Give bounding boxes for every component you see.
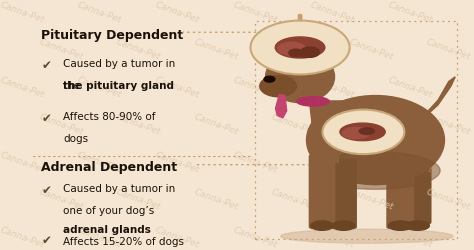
Text: Canna-Pet: Canna-Pet (387, 224, 433, 248)
Text: Canna-Pet: Canna-Pet (426, 37, 472, 62)
Text: Canna-Pet: Canna-Pet (231, 224, 278, 248)
Text: Canna-Pet: Canna-Pet (348, 37, 394, 62)
Text: Canna-Pet: Canna-Pet (115, 37, 162, 62)
Text: Affects 80-90% of: Affects 80-90% of (63, 111, 155, 121)
FancyBboxPatch shape (330, 159, 357, 229)
Polygon shape (274, 50, 304, 101)
Text: Canna-Pet: Canna-Pet (348, 187, 394, 211)
Text: one of your dog’s: one of your dog’s (63, 205, 154, 215)
Text: Canna-Pet: Canna-Pet (193, 37, 239, 62)
Text: the pituitary gland: the pituitary gland (63, 81, 174, 91)
FancyBboxPatch shape (309, 154, 336, 229)
FancyBboxPatch shape (386, 154, 414, 229)
Text: Canna-Pet: Canna-Pet (309, 150, 356, 174)
Ellipse shape (307, 96, 445, 185)
Ellipse shape (340, 124, 385, 141)
Text: Canna-Pet: Canna-Pet (270, 187, 317, 211)
Ellipse shape (406, 221, 429, 230)
Polygon shape (425, 78, 455, 117)
Text: dogs: dogs (63, 134, 88, 143)
Text: Canna-Pet: Canna-Pet (387, 0, 433, 24)
Circle shape (250, 22, 350, 75)
Text: Canna-Pet: Canna-Pet (348, 112, 394, 136)
Ellipse shape (388, 221, 412, 230)
Text: Canna-Pet: Canna-Pet (231, 0, 278, 24)
Polygon shape (275, 95, 287, 118)
Circle shape (298, 16, 302, 17)
Circle shape (289, 50, 302, 58)
FancyBboxPatch shape (403, 154, 431, 224)
Text: Pituitary Dependent: Pituitary Dependent (41, 28, 184, 42)
Text: the: the (63, 81, 83, 91)
Text: Canna-Pet: Canna-Pet (387, 150, 433, 174)
Ellipse shape (277, 43, 305, 56)
Ellipse shape (332, 221, 355, 230)
Text: Canna-Pet: Canna-Pet (426, 187, 472, 211)
Text: ✔: ✔ (41, 184, 51, 197)
Ellipse shape (264, 77, 275, 83)
Text: adrenal glands: adrenal glands (63, 224, 151, 234)
Text: Canna-Pet: Canna-Pet (0, 224, 46, 248)
Ellipse shape (342, 128, 370, 139)
Text: Canna-Pet: Canna-Pet (76, 224, 123, 248)
Text: Canna-Pet: Canna-Pet (387, 75, 433, 99)
Text: Canna-Pet: Canna-Pet (231, 150, 278, 174)
Polygon shape (309, 101, 346, 164)
Text: Canna-Pet: Canna-Pet (0, 150, 46, 174)
Text: Canna-Pet: Canna-Pet (309, 0, 356, 24)
Text: Canna-Pet: Canna-Pet (193, 187, 239, 211)
Ellipse shape (265, 52, 335, 103)
Circle shape (298, 19, 302, 20)
Ellipse shape (359, 128, 374, 135)
Text: Canna-Pet: Canna-Pet (309, 75, 356, 99)
Text: Canna-Pet: Canna-Pet (0, 75, 46, 99)
Text: Canna-Pet: Canna-Pet (426, 112, 472, 136)
Text: Canna-Pet: Canna-Pet (76, 150, 123, 174)
Ellipse shape (297, 97, 329, 107)
Circle shape (298, 17, 302, 19)
Ellipse shape (311, 221, 333, 230)
Text: Canna-Pet: Canna-Pet (76, 75, 123, 99)
Text: Canna-Pet: Canna-Pet (193, 112, 239, 136)
Ellipse shape (311, 152, 440, 190)
Text: Adrenal Dependent: Adrenal Dependent (41, 160, 178, 173)
Text: ✔: ✔ (41, 59, 51, 72)
Ellipse shape (275, 38, 325, 59)
Text: Canna-Pet: Canna-Pet (76, 0, 123, 24)
Text: Caused by a tumor in: Caused by a tumor in (63, 59, 175, 69)
Circle shape (322, 110, 404, 154)
Text: Caused by a tumor in: Caused by a tumor in (63, 184, 175, 194)
Text: Canna-Pet: Canna-Pet (37, 37, 84, 62)
Ellipse shape (260, 76, 296, 97)
Text: ✔: ✔ (41, 233, 51, 245)
Text: Canna-Pet: Canna-Pet (154, 150, 201, 174)
Text: Canna-Pet: Canna-Pet (309, 224, 356, 248)
Text: Canna-Pet: Canna-Pet (270, 112, 317, 136)
Text: Canna-Pet: Canna-Pet (154, 224, 201, 248)
Circle shape (288, 69, 298, 74)
Text: Canna-Pet: Canna-Pet (0, 0, 46, 24)
Text: Affects 15-20% of dogs: Affects 15-20% of dogs (63, 236, 184, 246)
Ellipse shape (281, 229, 453, 243)
Circle shape (298, 51, 310, 58)
Text: Canna-Pet: Canna-Pet (270, 37, 317, 62)
Circle shape (301, 48, 319, 58)
Text: Canna-Pet: Canna-Pet (115, 187, 162, 211)
Text: Canna-Pet: Canna-Pet (115, 112, 162, 136)
Text: Canna-Pet: Canna-Pet (37, 112, 84, 136)
Text: ✔: ✔ (41, 111, 51, 124)
Text: Canna-Pet: Canna-Pet (154, 0, 201, 24)
Text: Canna-Pet: Canna-Pet (37, 187, 84, 211)
Text: Canna-Pet: Canna-Pet (154, 75, 201, 99)
Text: Canna-Pet: Canna-Pet (231, 75, 278, 99)
